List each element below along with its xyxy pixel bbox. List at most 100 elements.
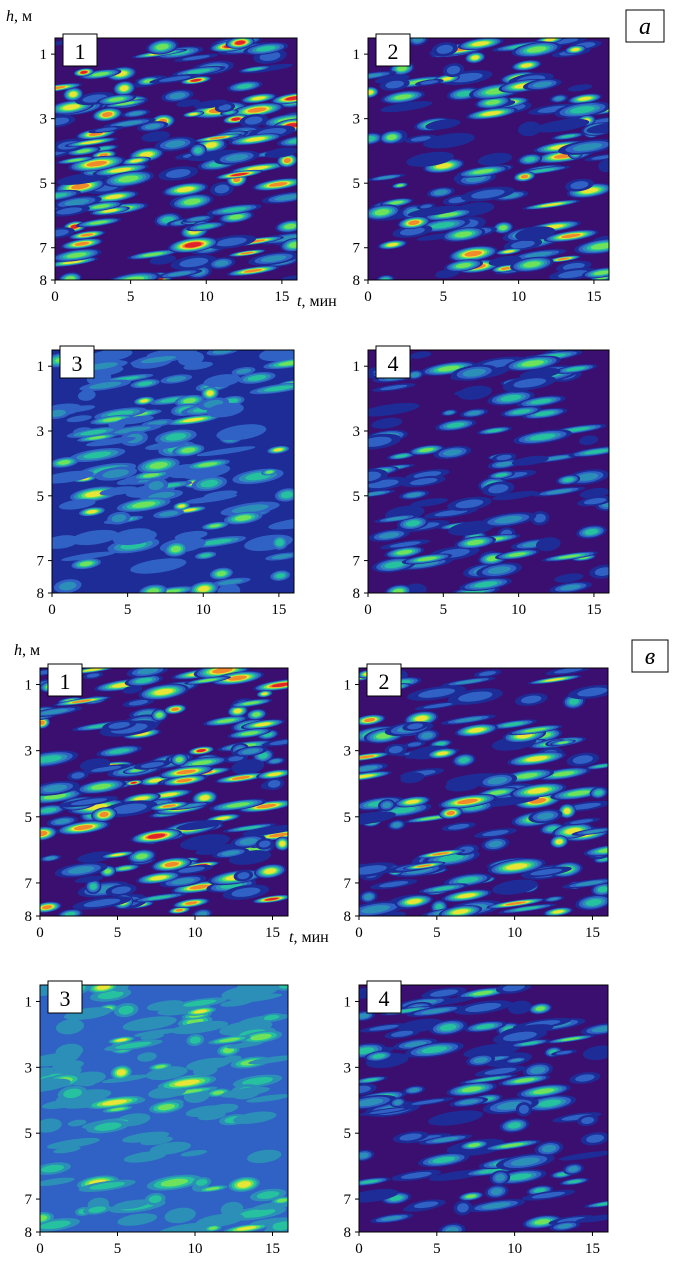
heatmap-contour	[66, 415, 92, 423]
heatmap-contour	[400, 1171, 432, 1179]
heatmap-contour	[128, 111, 143, 116]
heatmap-contour	[510, 1058, 522, 1062]
heatmap-contour	[421, 1046, 448, 1054]
heatmap-contour	[374, 74, 410, 84]
heatmap-contour	[187, 149, 240, 162]
y-tick-label: 8	[353, 586, 361, 602]
heatmap-contour	[40, 1078, 71, 1093]
heatmap-contour	[195, 1213, 244, 1228]
heatmap-contour	[273, 448, 283, 452]
heatmap-contour	[63, 1088, 82, 1099]
heatmap-contour	[561, 233, 581, 239]
heatmap-contour	[140, 762, 164, 768]
x-axis-title-top: t, мин	[297, 293, 337, 310]
heatmap-contour	[384, 561, 404, 569]
heatmap-contour	[359, 774, 374, 779]
heatmap-contour	[81, 140, 102, 145]
heatmap-contour	[413, 471, 442, 479]
heatmap-contour	[359, 811, 396, 825]
heatmap-contour	[247, 375, 267, 381]
heatmap-contour	[137, 381, 153, 386]
heatmap-contour	[222, 207, 247, 213]
heatmap-contour	[578, 435, 599, 446]
heatmap-contour	[575, 1213, 608, 1223]
svg-text:t, мин: t, мин	[289, 929, 329, 946]
heatmap-contour	[220, 998, 253, 1007]
heatmap-contour	[267, 772, 282, 777]
group-badge-v: в	[631, 639, 669, 673]
heatmap-contour	[77, 389, 96, 401]
panel-а-2: 0 5 10 15 1 3 5 7 8 2	[353, 33, 610, 305]
panel-в-2: 0 5 10 15 1 3 5 7 8 2	[344, 663, 609, 941]
heatmap-field	[359, 985, 608, 1232]
panel-badge-а-2: 2	[375, 33, 411, 67]
heatmap-contour	[459, 1099, 479, 1105]
heatmap-contour	[400, 772, 425, 784]
heatmap-contour	[77, 851, 115, 863]
y-axis-unit: , м	[14, 8, 32, 25]
heatmap-contour	[184, 901, 198, 905]
heatmap-contour	[393, 1100, 402, 1105]
panel-badge-text: 2	[379, 669, 390, 694]
heatmap-contour	[236, 368, 251, 374]
heatmap-contour	[231, 759, 265, 775]
heatmap-contour	[270, 759, 281, 763]
heatmap-contour	[101, 1074, 150, 1084]
heatmap-contour	[523, 261, 541, 268]
heatmap-contour	[530, 868, 563, 876]
heatmap-contour	[191, 760, 213, 766]
heatmap-contour	[513, 1078, 535, 1083]
y-tick-label: 1	[25, 994, 33, 1010]
heatmap-contour	[579, 487, 609, 499]
heatmap-contour	[381, 1215, 403, 1221]
heatmap-contour	[454, 717, 483, 723]
heatmap-contour	[480, 796, 540, 808]
panel-badge-text: 3	[72, 351, 83, 376]
heatmap-contour	[115, 1041, 152, 1049]
heatmap-contour	[214, 260, 229, 267]
heatmap-contour	[116, 101, 135, 106]
heatmap-contour	[88, 350, 133, 363]
heatmap-contour	[167, 271, 191, 277]
heatmap-contour	[455, 679, 483, 685]
heatmap-contour	[536, 812, 554, 820]
heatmap-contour	[197, 911, 208, 916]
heatmap-contour	[91, 765, 122, 772]
heatmap-contour	[175, 757, 183, 763]
heatmap-contour	[395, 454, 408, 458]
heatmap-contour	[89, 220, 108, 225]
heatmap-contour	[369, 1108, 405, 1114]
heatmap-contour	[524, 251, 553, 258]
heatmap-contour	[482, 111, 502, 116]
heatmap-contour	[359, 865, 387, 875]
heatmap-contour	[594, 764, 608, 768]
heatmap-contour	[585, 899, 602, 906]
heatmap-contour	[525, 755, 548, 762]
heatmap-contour	[570, 106, 595, 114]
heatmap-contour	[554, 668, 583, 674]
heatmap-contour	[359, 1098, 384, 1107]
heatmap-contour	[231, 117, 241, 121]
heatmap-contour	[242, 824, 288, 836]
heatmap-contour	[160, 1178, 189, 1187]
heatmap-contour	[438, 854, 464, 862]
group-badge-v-text: в	[645, 644, 655, 670]
heatmap-contour	[461, 1086, 482, 1093]
heatmap-contour	[473, 1057, 488, 1064]
heatmap-contour	[472, 169, 494, 174]
heatmap-contour	[149, 461, 168, 469]
plot-frame	[54, 37, 298, 281]
heatmap-contour	[164, 861, 179, 867]
heatmap-contour	[457, 798, 479, 805]
heatmap-contour	[512, 409, 531, 415]
heatmap-contour	[386, 134, 397, 140]
heatmap-contour	[165, 433, 187, 441]
y-tick-label: 1	[25, 678, 33, 694]
heatmap-contour	[164, 1207, 196, 1224]
heatmap-contour	[169, 92, 186, 99]
heatmap-contour	[412, 38, 424, 43]
y-tick-label: 7	[25, 1192, 33, 1208]
heatmap-field	[55, 38, 297, 280]
heatmap-contour	[397, 65, 407, 72]
heatmap-contour	[258, 840, 271, 848]
